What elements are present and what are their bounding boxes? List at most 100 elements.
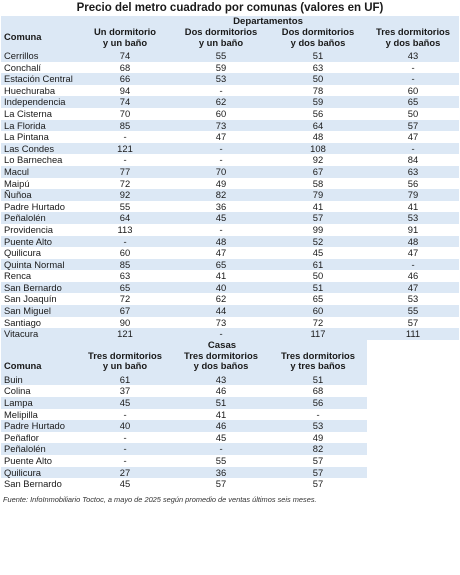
dept-value-cell: 73 <box>173 119 269 132</box>
dept-comuna-cell: Cerrillos <box>1 50 77 62</box>
casas-value-cell: 45 <box>173 431 269 444</box>
dept-value-cell: 60 <box>173 107 269 120</box>
dept-value-cell: 68 <box>77 61 173 74</box>
dept-value-cell: 92 <box>269 154 367 166</box>
casas-value-cell: 82 <box>269 443 368 455</box>
casas-table: Casas Comuna Tres dormitorios y un baño Tre… <box>1 339 368 490</box>
dept-comuna-cell: Peñalolén <box>1 212 77 224</box>
dept-comuna-cell: Las Condes <box>1 142 77 155</box>
dept-column-header-line: Dos dormitorios <box>281 26 355 37</box>
dept-value-cell: 85 <box>77 258 173 271</box>
casas-comuna-cell: Peñalolén <box>1 443 77 455</box>
dept-column-header: Comuna <box>1 27 77 50</box>
dept-value-cell: 52 <box>269 235 367 248</box>
dept-comuna-cell: Quilicura <box>1 247 77 259</box>
dept-column-header-line: Un dormitorio <box>94 26 156 37</box>
dept-comuna-cell: Estación Central <box>1 73 77 85</box>
dept-value-cell: 44 <box>173 305 269 317</box>
dept-value-cell: 92 <box>77 189 173 201</box>
casas-table-row: Peñalolén - -82 <box>1 443 368 455</box>
dept-value-cell: - <box>173 223 269 236</box>
casas-value-cell: 51 <box>173 397 269 409</box>
dept-value-cell: - <box>77 154 173 166</box>
dept-comuna-cell: Vitacura <box>1 328 77 340</box>
dept-value-cell: - <box>77 131 173 143</box>
dept-value-cell: 57 <box>367 316 460 329</box>
dept-table-row: Maipú 72 49 58 56 <box>1 177 460 190</box>
dept-value-cell: 63 <box>269 61 367 74</box>
dept-value-cell: 47 <box>173 247 269 259</box>
casas-value-cell: 51 <box>269 373 368 386</box>
dept-comuna-cell: La Pintana <box>1 131 77 143</box>
dept-value-cell: 51 <box>269 281 367 294</box>
dept-value-cell: 56 <box>367 177 460 190</box>
dept-value-cell: 121 <box>77 142 173 155</box>
dept-comuna-cell: La Cisterna <box>1 107 77 120</box>
dept-value-cell: 63 <box>367 165 460 178</box>
dept-comuna-cell: Santiago <box>1 316 77 329</box>
casas-column-header-line: Tres dormitorios <box>281 349 355 361</box>
casas-table-row: Buin 61 43 51 <box>1 373 368 386</box>
dept-column-header-line: y dos baños <box>290 36 346 48</box>
dept-value-cell: - <box>367 258 460 271</box>
dept-value-cell: 45 <box>173 212 269 224</box>
dept-value-cell: 65 <box>173 258 269 271</box>
dept-value-cell: 55 <box>173 50 269 62</box>
dept-table-row: Huechuraba 94-78 60 <box>1 84 460 97</box>
dept-table-row: Vitacura 121-117 111 <box>1 328 460 340</box>
casas-table-row: Colina 37 46 68 <box>1 385 368 398</box>
dept-table-row: Las Condes 121-108- <box>1 142 460 155</box>
casas-value-cell: - <box>269 408 368 421</box>
casas-value-cell: 46 <box>173 420 269 432</box>
dept-value-cell: - <box>367 61 460 74</box>
dept-value-cell: 70 <box>173 165 269 178</box>
dept-value-cell: 53 <box>367 212 460 224</box>
dept-table-row: Cerrillos 74 55 51 43 <box>1 50 460 62</box>
dept-comuna-cell: Lo Barnechea <box>1 154 77 166</box>
dept-value-cell: 61 <box>269 258 367 271</box>
dept-value-cell: 99 <box>269 223 367 236</box>
source-note: Fuente: InfoInmobiliario Toctoc, a mayo … <box>3 494 317 504</box>
dept-value-cell: 90 <box>77 316 173 329</box>
dept-comuna-cell: San Bernardo <box>1 281 77 294</box>
dept-comuna-cell: Puente Alto <box>1 235 77 248</box>
dept-value-cell: 50 <box>367 107 460 120</box>
casas-value-cell: 56 <box>269 397 368 409</box>
dept-table-row: Renca 63 41 50 46 <box>1 270 460 282</box>
casas-column-header-line: Tres dormitorios <box>184 349 258 361</box>
dept-table-row: La Florida 85 73 64 57 <box>1 119 460 132</box>
casas-value-cell: 57 <box>269 478 368 490</box>
dept-table-row: Ñuñoa 92 82 79 79 <box>1 189 460 201</box>
casas-column-header: Tres dormitorios y dos baños <box>173 349 269 374</box>
casas-comuna-cell: San Bernardo <box>1 478 77 490</box>
casas-column-header-line: Comuna <box>4 360 42 372</box>
dept-comuna-cell: Maipú <box>1 177 77 190</box>
casas-value-cell: 45 <box>77 397 173 409</box>
dept-column-header: Dos dormitorios y un baño <box>173 26 269 50</box>
casas-value-cell: - <box>77 408 173 421</box>
casas-comuna-cell: Puente Alto <box>1 455 77 467</box>
casas-table-row: Peñaflor -45 49 <box>1 431 368 444</box>
dept-value-cell: 46 <box>367 270 460 282</box>
casas-value-cell: 49 <box>269 431 368 444</box>
casas-table-row: Padre Hurtado 40 46 53 <box>1 420 368 432</box>
dept-value-cell: 74 <box>77 96 173 108</box>
dept-table-row: Providencia 113-99 91 <box>1 223 460 236</box>
casas-value-cell: 45 <box>77 478 173 490</box>
dept-value-cell: 84 <box>367 154 460 166</box>
dept-table-row: Conchalí 68 59 63- <box>1 61 460 74</box>
dept-value-cell: 41 <box>269 200 367 213</box>
casas-value-cell: 43 <box>173 373 269 386</box>
dept-value-cell: 48 <box>367 235 460 248</box>
dept-value-cell: - <box>77 235 173 248</box>
dept-value-cell: 64 <box>77 212 173 224</box>
dept-comuna-cell: Conchalí <box>1 61 77 74</box>
dept-value-cell: 82 <box>173 189 269 201</box>
casas-comuna-cell: Quilicura <box>1 466 77 479</box>
dept-comuna-cell: San Joaquín <box>1 293 77 306</box>
dept-table-row: Peñalolén 64 45 57 53 <box>1 212 460 224</box>
casas-comuna-cell: Colina <box>1 385 77 398</box>
dept-value-cell: 59 <box>173 61 269 74</box>
casas-column-header-line: Tres dormitorios <box>88 349 162 361</box>
dept-comuna-cell: Ñuñoa <box>1 189 77 201</box>
